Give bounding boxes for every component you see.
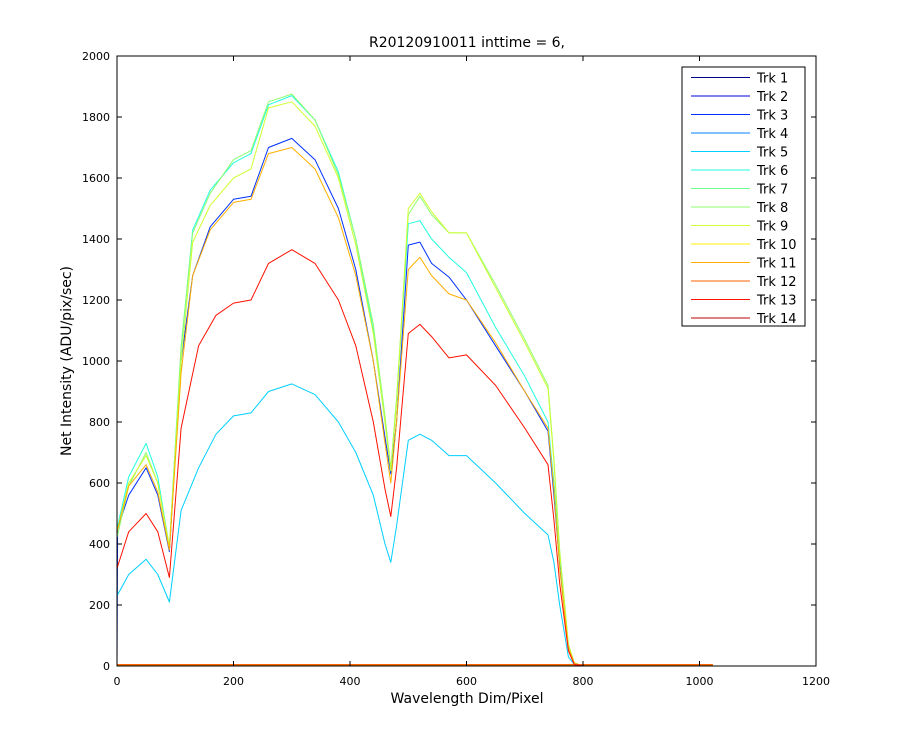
legend-entry: Trk 4: [756, 127, 788, 142]
y-tick-label: 2000: [82, 50, 110, 63]
x-tick-label: 200: [223, 675, 244, 688]
chart-title: R20120910011 inttime = 6,: [369, 35, 565, 51]
legend-entry: Trk 2: [756, 90, 788, 105]
y-axis-ticks: 0 200 400 600 800 1000 1200 1400 1600 1800 2000: [82, 50, 816, 673]
x-tick-label: 1000: [686, 675, 714, 688]
legend-entry: Trk 5: [756, 146, 788, 161]
y-tick-label: 600: [89, 477, 110, 490]
y-tick-label: 1000: [82, 355, 110, 368]
legend-entry: Trk 12: [756, 275, 797, 290]
legend-entry: Trk 11: [756, 257, 797, 272]
legend-entry: Trk 10: [756, 238, 797, 253]
y-tick-label: 1600: [82, 172, 110, 185]
x-axis-label: Wavelength Dim/Pixel: [391, 691, 544, 707]
legend-entry: Trk 13: [756, 294, 797, 309]
y-tick-label: 1200: [82, 294, 110, 307]
legend-entry: Trk 6: [756, 164, 788, 179]
y-tick-label: 200: [89, 599, 110, 612]
legend-entry: Trk 9: [756, 220, 788, 235]
series-line-trk-11: [116, 147, 713, 667]
x-tick-label: 600: [456, 675, 477, 688]
legend-entry: Trk 1: [756, 72, 788, 87]
y-tick-label: 800: [89, 416, 110, 429]
y-tick-label: 1400: [82, 233, 110, 246]
legend-box: [681, 66, 806, 327]
x-tick-label: 800: [573, 675, 594, 688]
series-line-trk-5: [116, 383, 713, 667]
y-axis-label: Net Intensity (ADU/pix/sec): [59, 266, 75, 456]
series-line-trk-13: [116, 249, 713, 667]
legend-entry: Trk 7: [756, 183, 788, 198]
y-tick-label: 1800: [82, 111, 110, 124]
x-axis-ticks: 0 200 400 600 800 1000 1200: [114, 56, 830, 688]
legend-entry: Trk 3: [756, 109, 788, 124]
x-tick-label: 400: [340, 675, 361, 688]
series-line-trk-9: [116, 101, 713, 667]
legend-entry: Trk 8: [756, 201, 788, 216]
x-tick-label: 0: [114, 675, 121, 688]
legend: Trk 1 Trk 2 Trk 3 Trk 4 Trk 5 Trk 6 Trk 7 Trk 8…: [681, 66, 806, 327]
x-tick-label: 1200: [802, 675, 830, 688]
y-tick-label: 400: [89, 538, 110, 551]
y-tick-label: 0: [103, 660, 110, 673]
legend-entry: Trk 14: [756, 312, 797, 327]
